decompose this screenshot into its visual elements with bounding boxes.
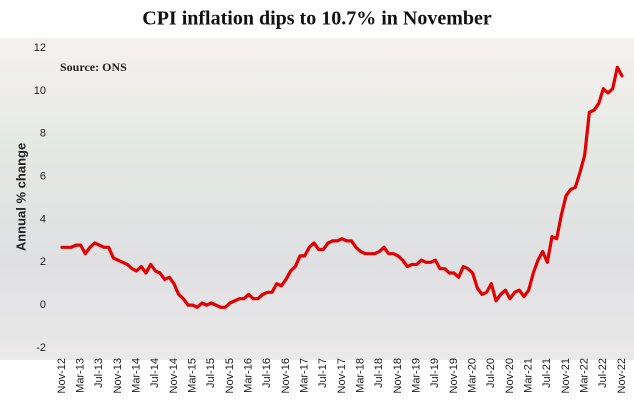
- x-tick-label: Mar-16: [243, 358, 255, 393]
- x-tick-label: Nov-15: [224, 358, 236, 393]
- x-tick-label: Jul-19: [429, 358, 441, 388]
- x-tick-label: Jul-13: [93, 358, 105, 388]
- x-tick-label: Nov-14: [168, 358, 180, 393]
- x-tick-label: Nov-19: [448, 358, 460, 393]
- x-tick-label: Nov-17: [336, 358, 348, 393]
- x-tick-label: Nov-22: [616, 358, 628, 393]
- y-tick-label: 4: [40, 213, 46, 225]
- y-tick-label: 12: [34, 42, 46, 54]
- source-note: Source: ONS: [60, 60, 127, 74]
- x-tick-label: Mar-14: [131, 358, 143, 393]
- x-tick-label: Mar-19: [411, 358, 423, 393]
- x-tick-label: Jul-21: [541, 358, 553, 388]
- x-tick-label: Jul-22: [597, 358, 609, 388]
- x-tick-label: Nov-21: [560, 358, 572, 393]
- x-tick-label: Mar-21: [523, 358, 535, 393]
- x-tick-label: Mar-18: [355, 358, 367, 393]
- y-tick-label: 0: [40, 299, 46, 311]
- x-tick-label: Mar-15: [187, 358, 199, 393]
- y-tick-label: 6: [40, 170, 46, 182]
- x-tick-label: Mar-13: [75, 358, 87, 393]
- x-tick-label: Mar-17: [299, 358, 311, 393]
- y-tick-label: -2: [36, 342, 46, 354]
- y-tick-label: 8: [40, 128, 46, 140]
- x-tick-label: Nov-12: [56, 358, 68, 393]
- chart-title: CPI inflation dips to 10.7% in November: [142, 8, 492, 30]
- y-tick-label: 2: [40, 256, 46, 268]
- x-tick-label: Jul-15: [205, 358, 217, 388]
- x-tick-label: Jul-20: [485, 358, 497, 388]
- x-tick-label: Nov-18: [392, 358, 404, 393]
- y-tick-label: 10: [34, 85, 46, 97]
- x-tick-label: Nov-20: [504, 358, 516, 393]
- y-axis-label: Annual % change: [13, 143, 28, 251]
- cpi-line: [60, 65, 624, 309]
- photo-bg: [0, 38, 634, 360]
- x-tick-label: Nov-16: [280, 358, 292, 393]
- x-tick-label: Nov-13: [112, 358, 124, 393]
- x-tick-label: Jul-14: [149, 358, 161, 388]
- x-tick-label: Jul-16: [261, 358, 273, 388]
- x-tick-label: Mar-22: [579, 358, 591, 393]
- x-tick-label: Mar-20: [467, 358, 479, 393]
- x-tick-label: Jul-17: [317, 358, 329, 388]
- x-tick-label: Jul-18: [373, 358, 385, 388]
